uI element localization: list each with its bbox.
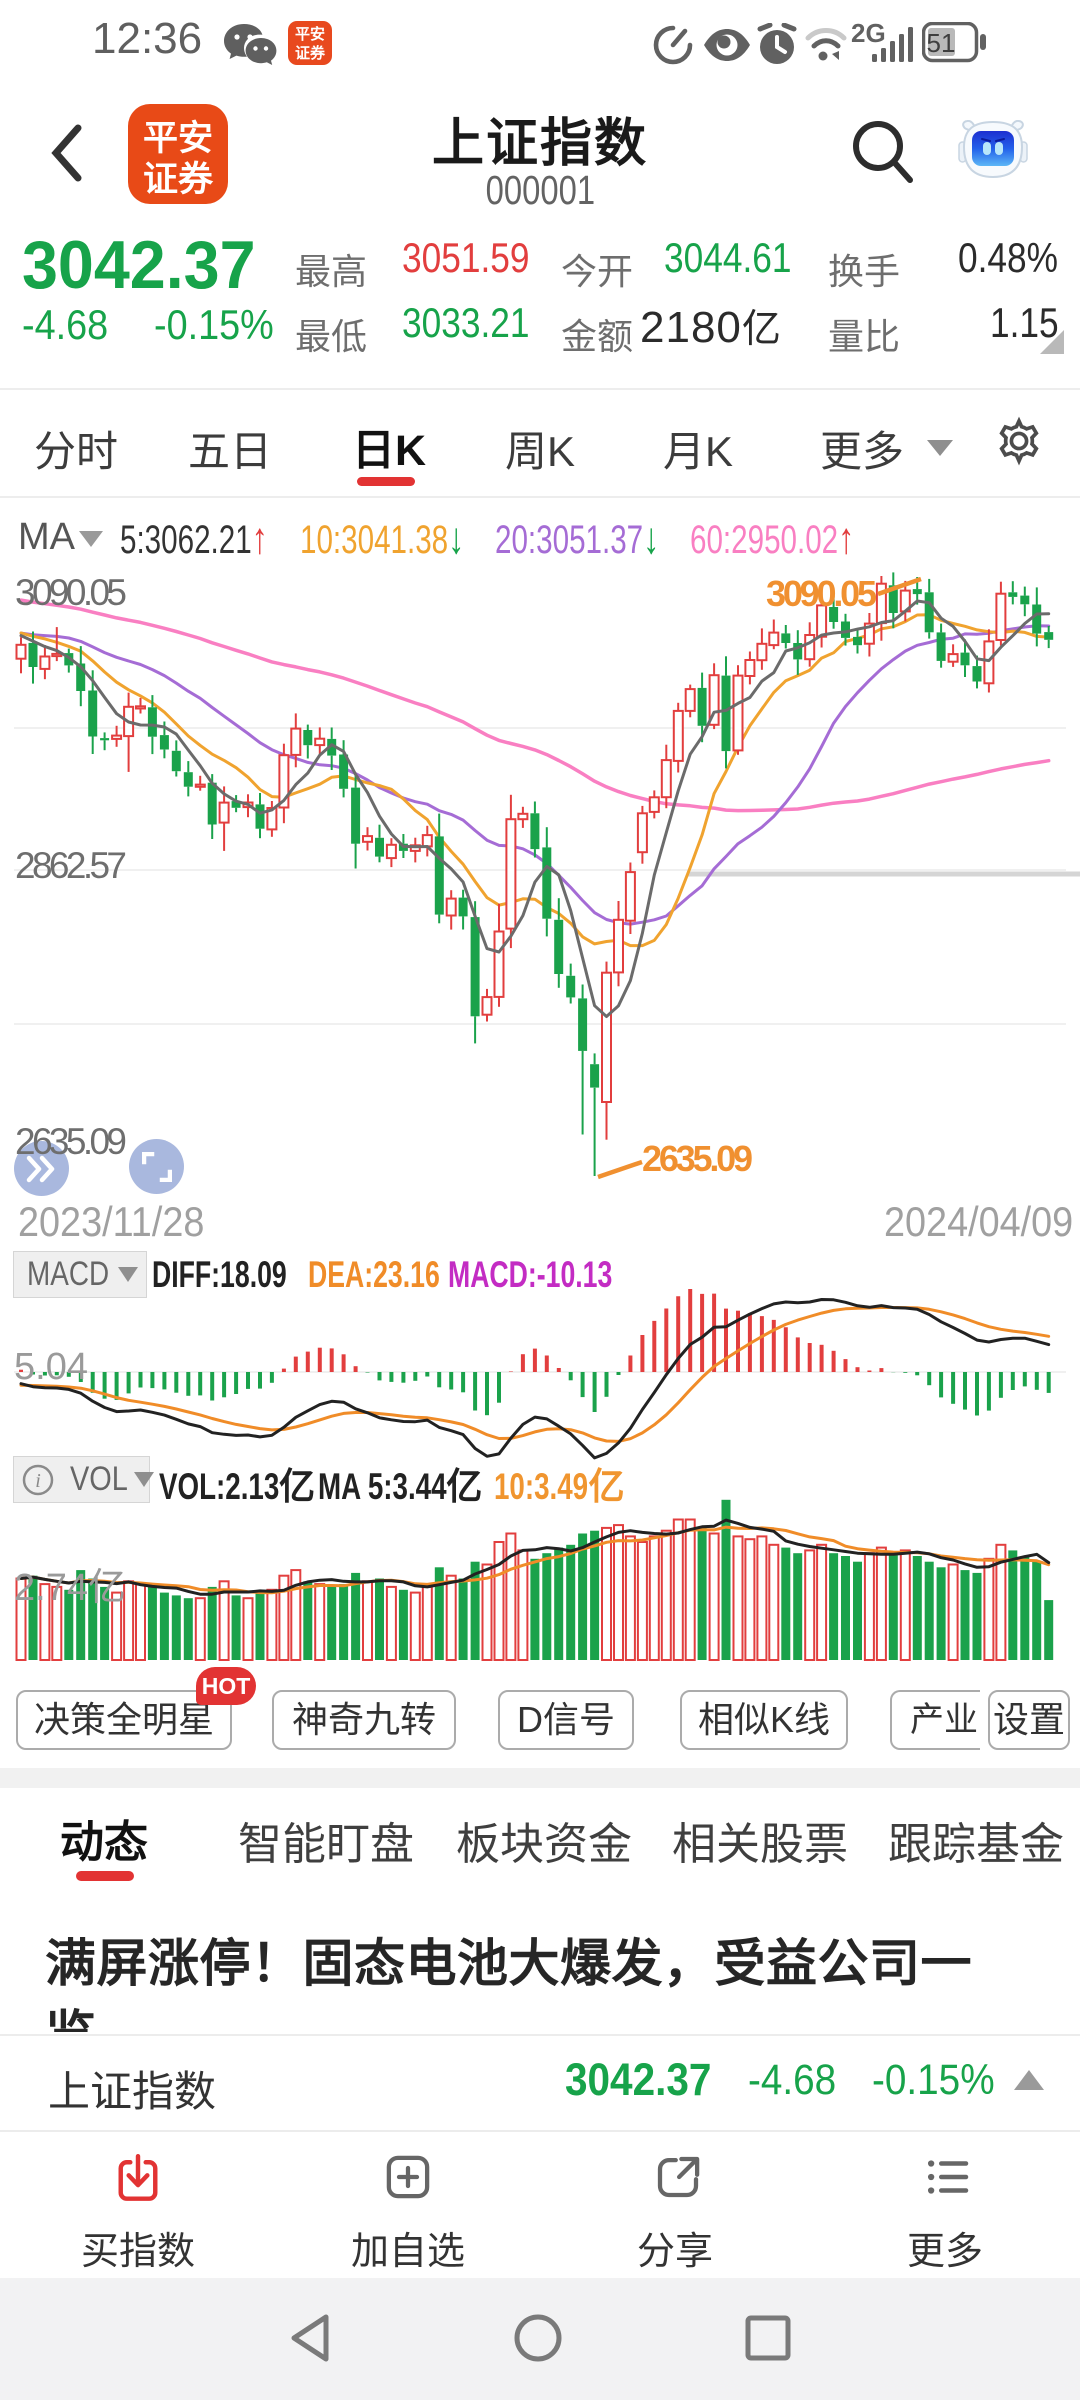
svg-text:51: 51 (927, 28, 956, 58)
svg-text:2635.09: 2635.09 (15, 1121, 127, 1162)
svg-text:2635.09: 2635.09 (642, 1138, 753, 1179)
svg-text:3090.05: 3090.05 (766, 573, 877, 614)
svg-text:i: i (35, 1470, 41, 1492)
svg-text:3090.05: 3090.05 (15, 572, 127, 613)
svg-text:2862.57: 2862.57 (15, 845, 127, 886)
